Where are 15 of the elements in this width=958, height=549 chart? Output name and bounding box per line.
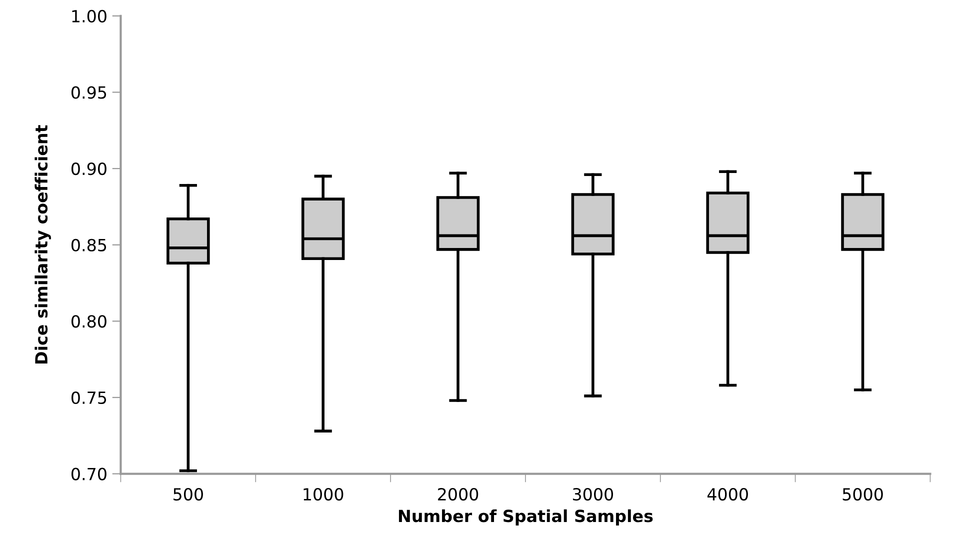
y-axis-title: Dice similarity coefficient xyxy=(34,125,51,364)
y-tick-label: 0.95 xyxy=(72,86,106,99)
x-tick-label: 1000 xyxy=(304,488,344,501)
x-axis-title: Number of Spatial Samples xyxy=(398,509,653,526)
x-tick-label: 3000 xyxy=(572,488,614,501)
y-tick-label: 0.90 xyxy=(72,162,106,176)
x-tick-label: 5000 xyxy=(842,488,883,501)
y-tick-label: 1.00 xyxy=(72,10,106,22)
x-tick-label: 2000 xyxy=(438,488,478,501)
y-tick-label: 0.85 xyxy=(72,238,106,252)
y-tick-label: 0.75 xyxy=(72,391,106,404)
y-tick-label: 0.80 xyxy=(72,315,106,328)
x-tick-label: 500 xyxy=(174,488,203,501)
x-tick-label: 4000 xyxy=(707,488,748,501)
y-tick-label: 0.70 xyxy=(72,468,106,480)
